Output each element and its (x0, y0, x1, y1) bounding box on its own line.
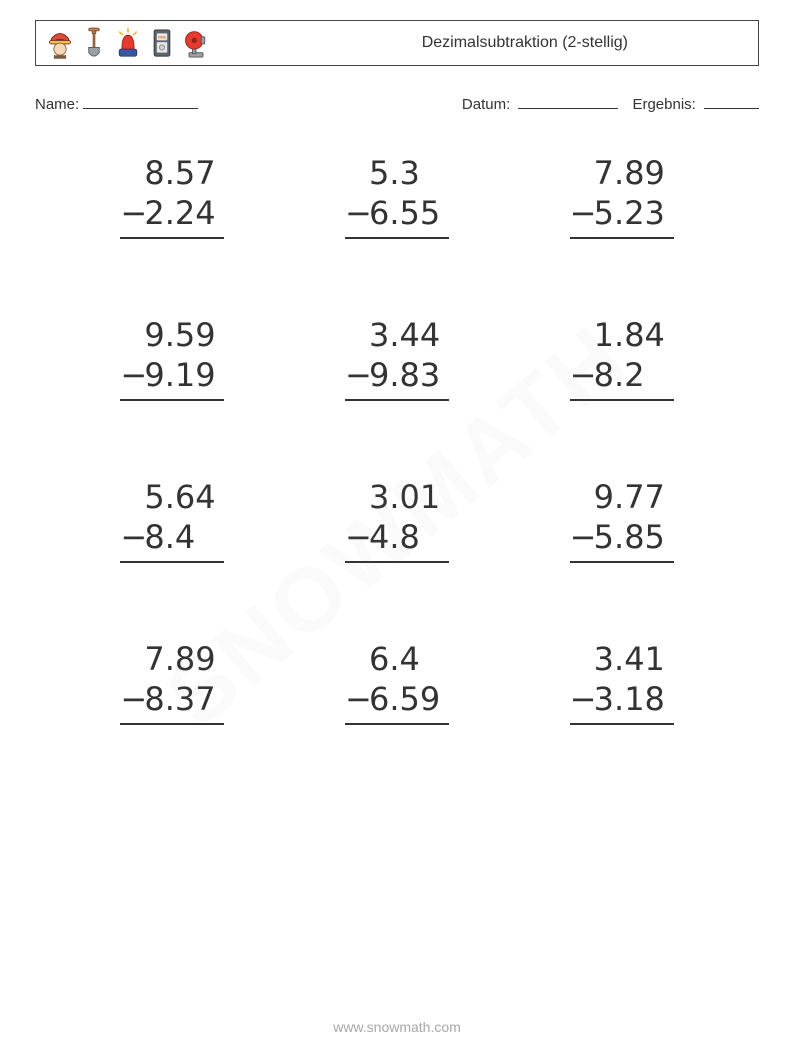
op-placeholder (570, 315, 594, 355)
subtrahend: 8.2 (594, 355, 674, 395)
minus-sign: − (120, 355, 144, 395)
problem-4: 9.59−9.19 (65, 315, 280, 401)
op-placeholder (345, 315, 369, 355)
score-blank[interactable] (704, 94, 759, 109)
svg-text:FIRE: FIRE (158, 36, 167, 40)
problem-12: 3.41−3.18 (514, 639, 729, 725)
problem-rule (345, 723, 449, 725)
worksheet-title: Dezimalsubtraktion (2-stellig) (422, 34, 748, 52)
minus-sign: − (345, 679, 369, 719)
op-placeholder (345, 153, 369, 193)
name-blank[interactable] (83, 94, 198, 109)
op-placeholder (570, 153, 594, 193)
problem-9: 9.77−5.85 (514, 477, 729, 563)
problem-7: 5.64−8.4 (65, 477, 280, 563)
minus-sign: − (345, 517, 369, 557)
footer-url: www.snowmath.com (0, 1019, 794, 1035)
op-placeholder (570, 639, 594, 679)
problem-3: 7.89−5.23 (514, 153, 729, 239)
fire-alarm-box-icon: FIRE (148, 26, 176, 60)
minuend: 3.01 (369, 477, 449, 517)
subtrahend: 2.24 (144, 193, 224, 233)
op-placeholder (120, 639, 144, 679)
minuend: 6.4 (369, 639, 449, 679)
header-icons: FIRE (46, 26, 210, 60)
siren-icon (114, 26, 142, 60)
date-label: Datum: (462, 96, 510, 113)
problem-rule (120, 237, 224, 239)
minuend: 3.41 (594, 639, 674, 679)
score-field: Ergebnis: (632, 94, 759, 113)
subtrahend: 5.23 (594, 193, 674, 233)
problem-rule (120, 561, 224, 563)
problem-rule (120, 723, 224, 725)
minuend: 9.77 (594, 477, 674, 517)
minuend: 3.44 (369, 315, 449, 355)
subtrahend: 4.8 (369, 517, 449, 557)
problems-grid: 8.57−2.245.3−6.557.89−5.239.59−9.193.44−… (35, 153, 759, 725)
problem-1: 8.57−2.24 (65, 153, 280, 239)
problem-rule (120, 399, 224, 401)
problem-rule (345, 399, 449, 401)
subtrahend: 6.55 (369, 193, 449, 233)
minus-sign: − (120, 679, 144, 719)
op-placeholder (345, 477, 369, 517)
minuend: 7.89 (144, 639, 224, 679)
minuend: 1.84 (594, 315, 674, 355)
shovel-icon (80, 26, 108, 60)
problem-rule (570, 399, 674, 401)
worksheet-page: SNOWMATH (0, 0, 794, 1053)
name-field: Name: (35, 94, 198, 113)
subtrahend: 3.18 (594, 679, 674, 719)
minuend: 5.3 (369, 153, 449, 193)
minus-sign: − (570, 193, 594, 233)
problem-2: 5.3−6.55 (290, 153, 505, 239)
problem-rule (345, 237, 449, 239)
subtrahend: 8.37 (144, 679, 224, 719)
minus-sign: − (345, 193, 369, 233)
date-field: Datum: (462, 94, 619, 113)
op-placeholder (120, 153, 144, 193)
problem-6: 1.84−8.2 (514, 315, 729, 401)
problem-rule (570, 561, 674, 563)
minus-sign: − (120, 517, 144, 557)
problem-rule (570, 237, 674, 239)
minuend: 8.57 (144, 153, 224, 193)
problem-8: 3.01−4.8 (290, 477, 505, 563)
op-placeholder (120, 477, 144, 517)
subtrahend: 8.4 (144, 517, 224, 557)
minus-sign: − (345, 355, 369, 395)
op-placeholder (345, 639, 369, 679)
problem-rule (570, 723, 674, 725)
problem-11: 6.4−6.59 (290, 639, 505, 725)
problem-5: 3.44−9.83 (290, 315, 505, 401)
name-label: Name: (35, 96, 79, 113)
info-row: Name: Datum: Ergebnis: (35, 94, 759, 113)
minus-sign: − (570, 517, 594, 557)
subtrahend: 6.59 (369, 679, 449, 719)
subtrahend: 5.85 (594, 517, 674, 557)
subtrahend: 9.19 (144, 355, 224, 395)
alarm-bell-icon (182, 26, 210, 60)
op-placeholder (570, 477, 594, 517)
minuend: 9.59 (144, 315, 224, 355)
problem-10: 7.89−8.37 (65, 639, 280, 725)
score-label: Ergebnis: (632, 96, 695, 113)
minus-sign: − (570, 679, 594, 719)
header-box: FIRE Dezimalsubtraktion (2-stellig) (35, 20, 759, 66)
firefighter-icon (46, 26, 74, 60)
date-blank[interactable] (518, 94, 618, 109)
minus-sign: − (570, 355, 594, 395)
minus-sign: − (120, 193, 144, 233)
problem-rule (345, 561, 449, 563)
minuend: 5.64 (144, 477, 224, 517)
op-placeholder (120, 315, 144, 355)
minuend: 7.89 (594, 153, 674, 193)
subtrahend: 9.83 (369, 355, 449, 395)
